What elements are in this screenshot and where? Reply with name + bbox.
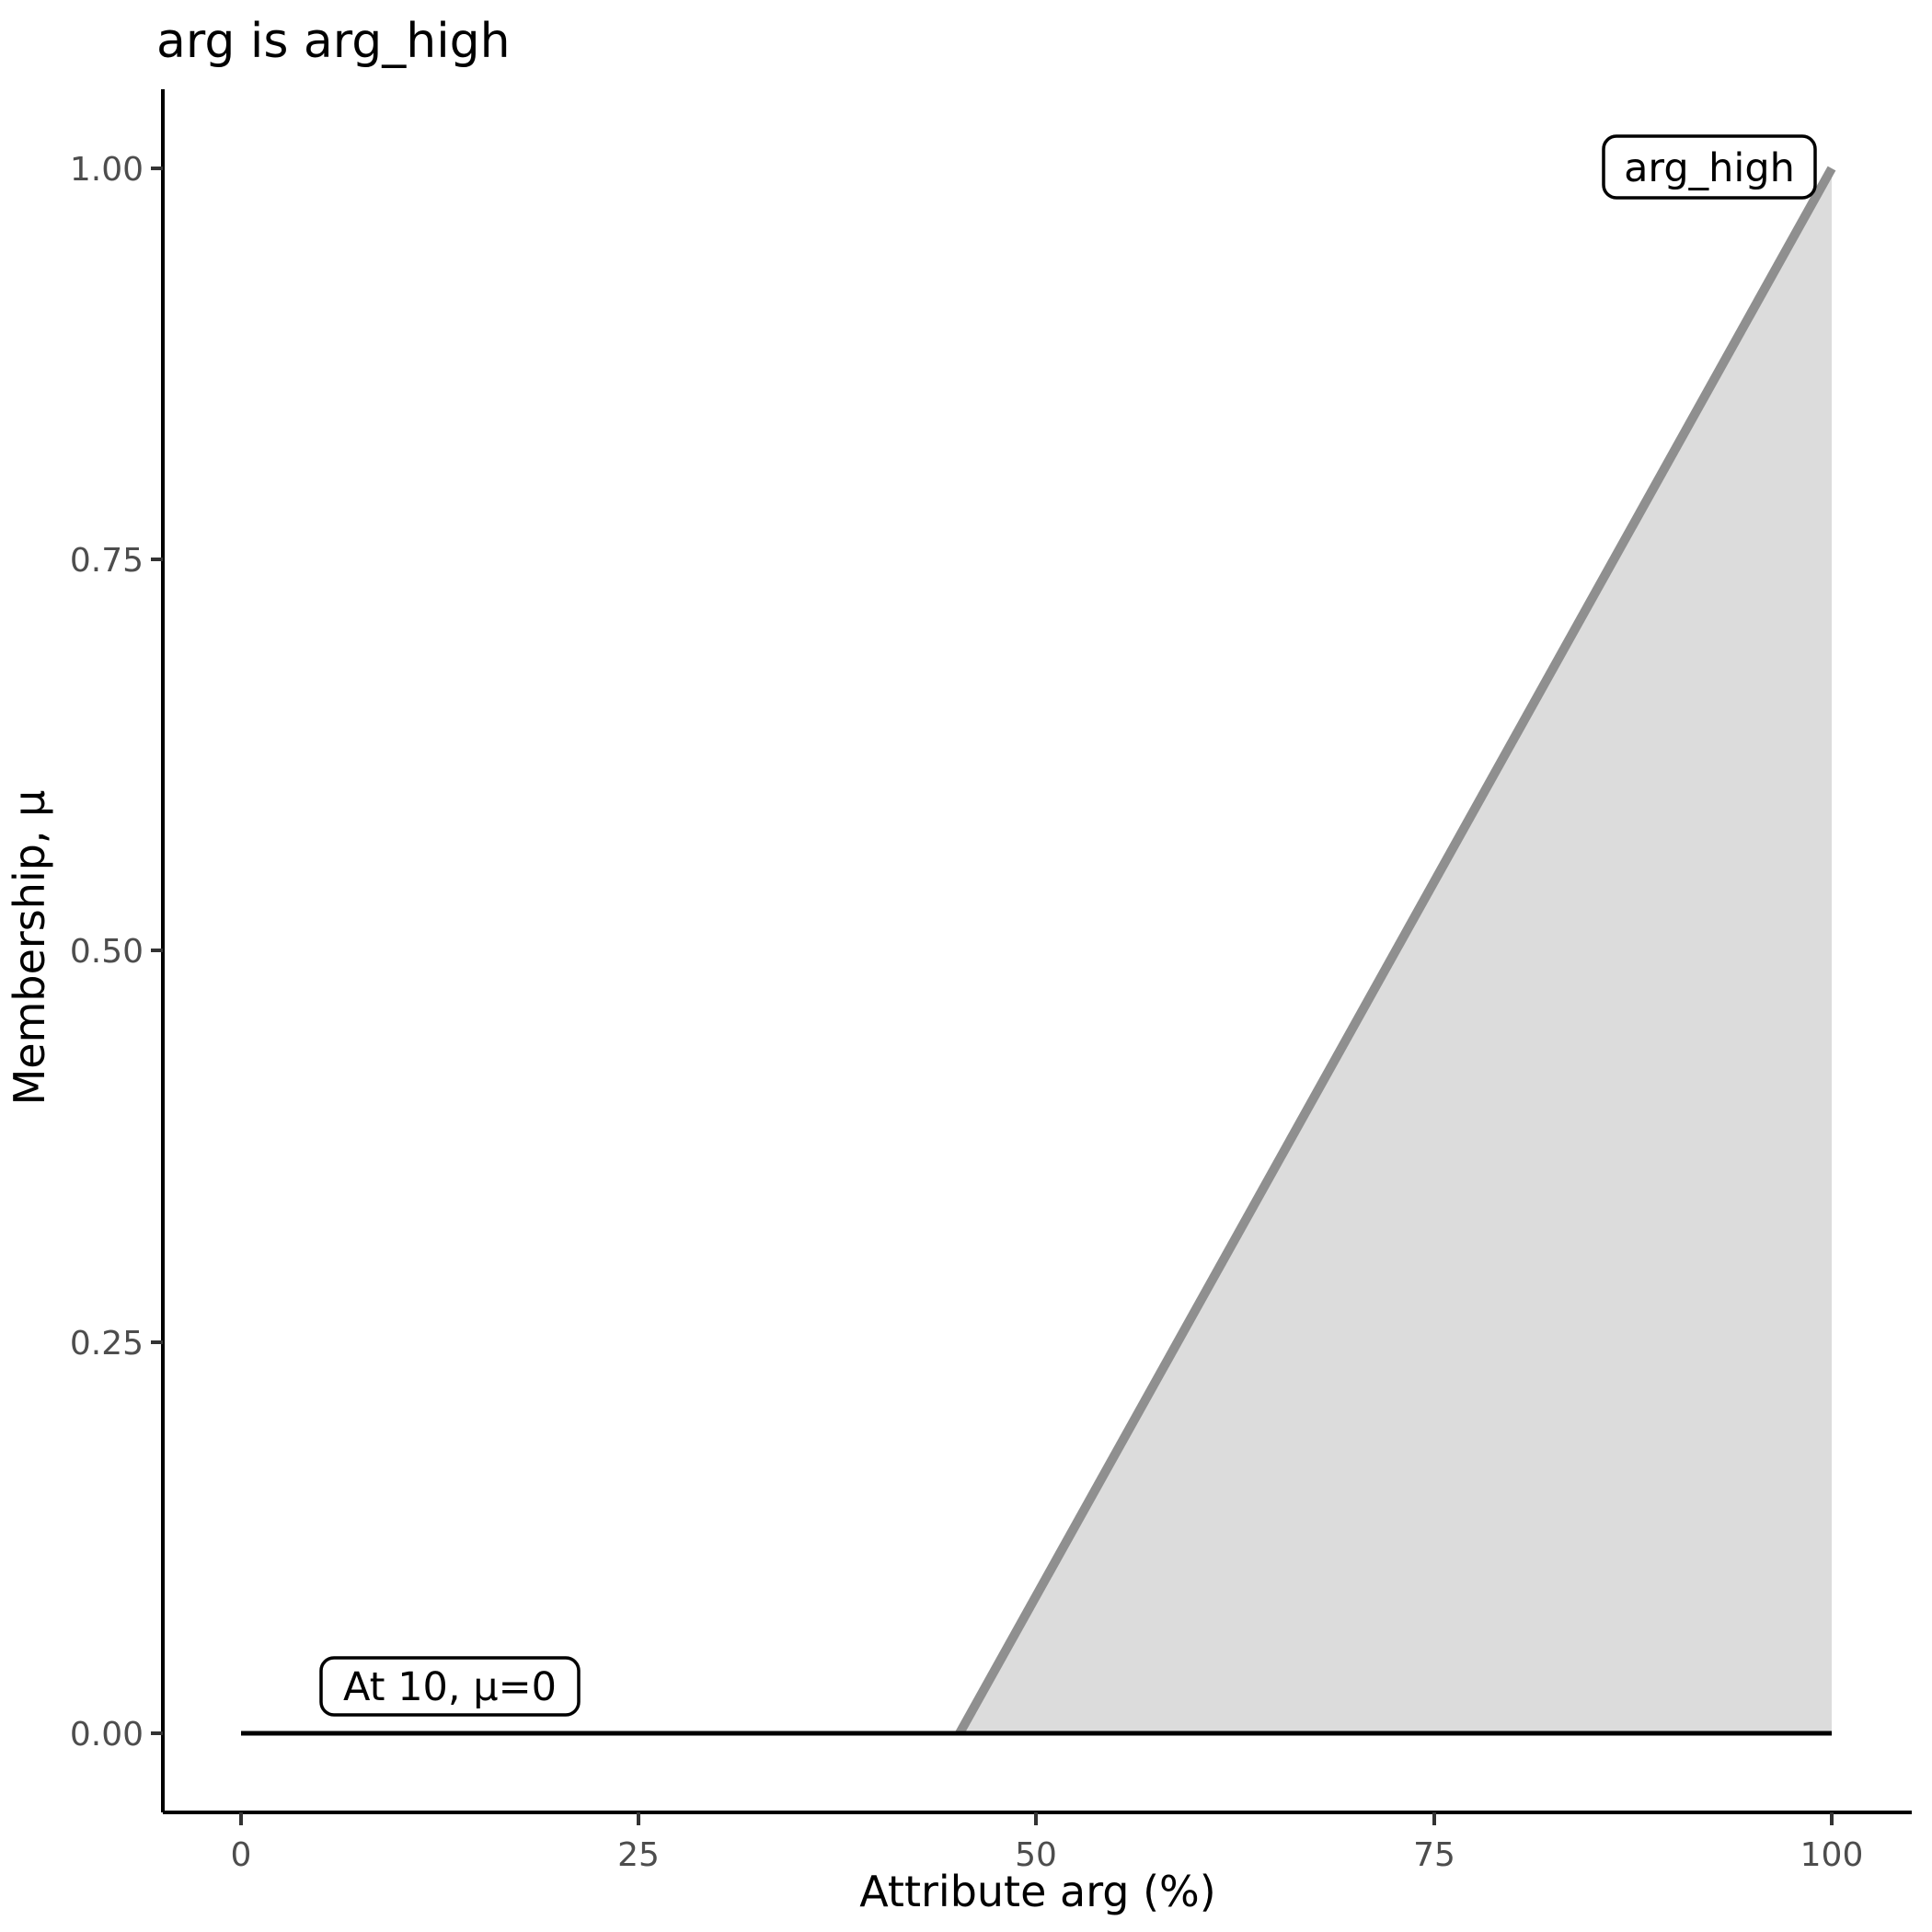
chart-title: arg is arg_high [156,14,511,69]
x-tick-labels: 0 25 50 75 100 [231,1836,1864,1874]
x-tick-label: 75 [1413,1836,1455,1874]
x-tick-label: 0 [231,1836,252,1874]
y-tick-label: 0.75 [70,542,144,580]
y-tick-labels: 1.00 0.75 0.50 0.25 0.00 [70,151,144,1754]
y-tick-marks [151,167,163,1735]
x-tick-label: 25 [617,1836,660,1874]
x-axis-title: Attribute arg (%) [859,1867,1215,1916]
x-tick-label: 100 [1800,1836,1864,1874]
annotation-arg-high: arg_high [1602,134,1817,200]
annotation-label: At 10, μ=0 [343,1664,557,1710]
membership-ramp-line [955,166,1836,1736]
y-tick-label: 1.00 [70,151,144,189]
y-tick-label: 0.50 [70,933,144,971]
x-tick-marks [239,1812,1834,1825]
annotation-box [1602,134,1817,200]
annotation-box [319,1656,581,1717]
y-axis-title: Membership, μ [5,790,54,1106]
annotation-label: arg_high [1624,145,1795,191]
y-tick-label: 0.00 [70,1716,144,1754]
y-tick-label: 0.25 [70,1325,144,1363]
annotation-at-10: At 10, μ=0 [319,1656,581,1717]
x-tick-label: 50 [1015,1836,1057,1874]
